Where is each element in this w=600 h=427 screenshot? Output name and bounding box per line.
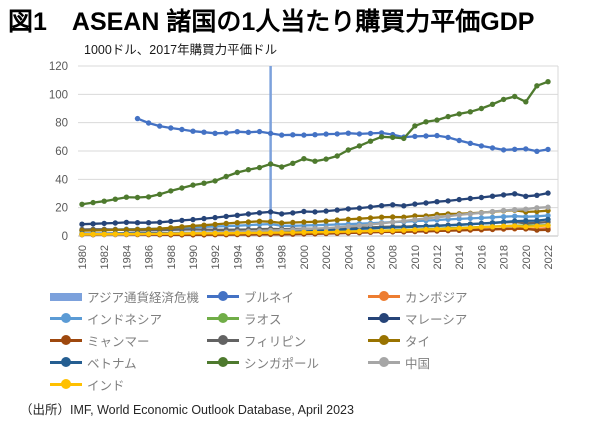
legend-label-malaysia: マレーシア bbox=[405, 312, 468, 327]
legend-item-myanmar: ミャンマー bbox=[50, 333, 207, 349]
legend-label-cambodia: カンボジア bbox=[405, 290, 468, 305]
chart-legend: アジア通貨経済危機 ブルネイ カンボジアインドネシア ラオス マレーシアミャンマー フィリ… bbox=[50, 289, 590, 393]
legend-item-thailand: タイ bbox=[368, 333, 554, 349]
legend-marker-myanmar bbox=[50, 334, 82, 347]
legend-item-indonesia: インドネシア bbox=[50, 311, 207, 327]
legend-marker-china bbox=[368, 356, 400, 369]
axis-unit-label: 1000ドル、2017年購買力平価ドル bbox=[84, 43, 278, 57]
source-note: （出所）IMF, World Economic Outlook Database… bbox=[20, 403, 354, 417]
svg-text:2002: 2002 bbox=[321, 245, 333, 269]
legend-item-brunei: ブルネイ bbox=[207, 289, 368, 305]
legend-marker-asian-crisis bbox=[50, 290, 82, 303]
legend-label-myanmar: ミャンマー bbox=[87, 334, 150, 349]
svg-text:120: 120 bbox=[49, 61, 68, 73]
legend-marker-malaysia bbox=[368, 312, 400, 325]
legend-label-singapore: シンガポール bbox=[244, 356, 320, 371]
legend-label-india: インド bbox=[87, 378, 125, 393]
svg-text:2012: 2012 bbox=[432, 245, 444, 269]
legend-marker-philippines bbox=[207, 334, 239, 347]
legend-item-philippines: フィリピン bbox=[207, 333, 368, 349]
svg-text:1994: 1994 bbox=[232, 245, 244, 269]
legend-label-philippines: フィリピン bbox=[244, 334, 307, 349]
svg-text:0: 0 bbox=[62, 231, 68, 243]
legend-item-malaysia: マレーシア bbox=[368, 311, 554, 327]
figure-title: 図1 ASEAN 諸国の1人当たり購買力平価GDP bbox=[8, 8, 535, 36]
legend-marker-thailand bbox=[368, 334, 400, 347]
svg-text:1992: 1992 bbox=[210, 245, 222, 269]
legend-item-china: 中国 bbox=[368, 355, 554, 371]
svg-text:1988: 1988 bbox=[166, 245, 178, 269]
legend-item-vietnam: ベトナム bbox=[50, 355, 207, 371]
svg-text:80: 80 bbox=[55, 118, 68, 130]
svg-text:2008: 2008 bbox=[388, 245, 400, 269]
svg-text:100: 100 bbox=[49, 89, 68, 101]
legend-marker-laos bbox=[207, 312, 239, 325]
legend-label-brunei: ブルネイ bbox=[244, 290, 295, 305]
legend-item-singapore: シンガポール bbox=[207, 355, 368, 371]
svg-text:2004: 2004 bbox=[343, 245, 355, 269]
svg-text:2000: 2000 bbox=[299, 245, 311, 269]
legend-label-asian-crisis: アジア通貨経済危機 bbox=[87, 290, 200, 305]
svg-text:2014: 2014 bbox=[454, 245, 466, 269]
svg-text:2022: 2022 bbox=[543, 245, 555, 269]
legend-label-china: 中国 bbox=[405, 356, 431, 371]
gridlines bbox=[78, 65, 559, 237]
svg-text:1980: 1980 bbox=[77, 245, 89, 269]
svg-text:1998: 1998 bbox=[277, 245, 289, 269]
legend-marker-cambodia bbox=[368, 290, 400, 303]
svg-text:2006: 2006 bbox=[366, 245, 378, 269]
legend-item-cambodia: カンボジア bbox=[368, 289, 554, 305]
series-brunei bbox=[134, 115, 551, 154]
legend-marker-vietnam bbox=[50, 356, 82, 369]
svg-text:60: 60 bbox=[55, 146, 68, 158]
legend-label-indonesia: インドネシア bbox=[87, 312, 163, 327]
svg-text:2018: 2018 bbox=[499, 245, 511, 269]
legend-marker-indonesia bbox=[50, 312, 82, 325]
y-axis-labels: 0 20 40 60 80 100 120 bbox=[49, 61, 68, 243]
x-axis-labels: 1980 1982 1984 1986 1988 1990 1992 1994 1996 1998… bbox=[77, 245, 555, 269]
svg-text:1986: 1986 bbox=[144, 245, 156, 269]
legend-marker-singapore bbox=[207, 356, 239, 369]
svg-text:1982: 1982 bbox=[99, 245, 111, 269]
svg-text:2020: 2020 bbox=[521, 245, 533, 269]
svg-text:40: 40 bbox=[55, 174, 68, 186]
series-singapore bbox=[79, 79, 551, 207]
svg-text:1990: 1990 bbox=[188, 245, 200, 269]
svg-text:2016: 2016 bbox=[476, 245, 488, 269]
legend-label-thailand: タイ bbox=[405, 334, 431, 349]
svg-text:1996: 1996 bbox=[255, 245, 267, 269]
legend-item-asian-crisis: アジア通貨経済危機 bbox=[50, 289, 207, 305]
svg-text:2010: 2010 bbox=[410, 245, 422, 269]
legend-marker-brunei bbox=[207, 290, 239, 303]
svg-text:20: 20 bbox=[55, 203, 68, 215]
legend-label-vietnam: ベトナム bbox=[87, 356, 137, 371]
svg-text:1984: 1984 bbox=[121, 245, 133, 269]
legend-item-india: インド bbox=[50, 377, 207, 393]
series-malaysia bbox=[79, 190, 551, 227]
legend-item-laos: ラオス bbox=[207, 311, 368, 327]
legend-label-laos: ラオス bbox=[244, 312, 282, 327]
series-india bbox=[79, 222, 551, 237]
legend-marker-india bbox=[50, 378, 82, 391]
